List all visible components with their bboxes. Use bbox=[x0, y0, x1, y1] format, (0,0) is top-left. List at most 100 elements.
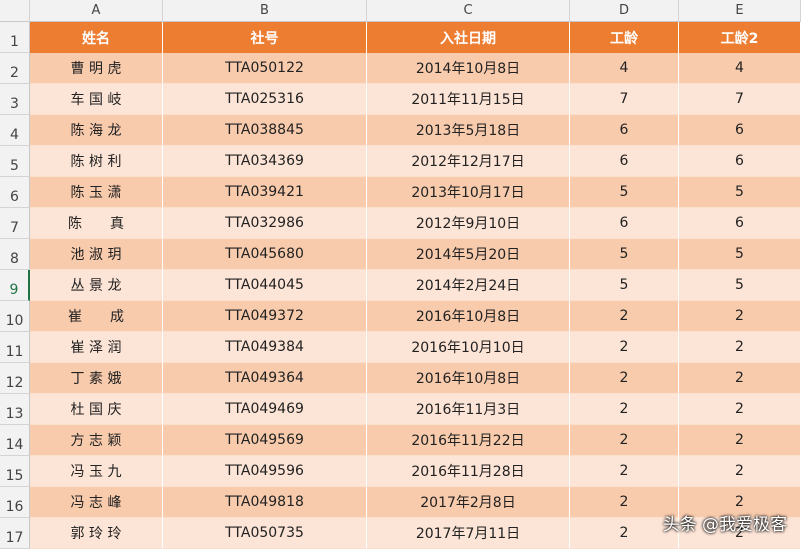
table-cell[interactable]: 2 bbox=[570, 518, 679, 549]
table-cell[interactable]: 2 bbox=[679, 332, 801, 363]
column-header[interactable]: C bbox=[367, 0, 570, 22]
table-cell[interactable]: 2 bbox=[570, 425, 679, 456]
row-header[interactable]: 9 bbox=[0, 270, 30, 301]
table-cell[interactable]: TTA049384 bbox=[163, 332, 367, 363]
table-cell[interactable]: TTA034369 bbox=[163, 146, 367, 177]
row-header[interactable]: 17 bbox=[0, 518, 30, 549]
header-cell[interactable]: 工龄2 bbox=[679, 22, 801, 53]
table-cell[interactable]: TTA049569 bbox=[163, 425, 367, 456]
table-cell[interactable]: 2017年7月11日 bbox=[367, 518, 570, 549]
table-cell[interactable]: 6 bbox=[570, 115, 679, 146]
row-header[interactable]: 12 bbox=[0, 363, 30, 394]
table-cell[interactable]: 崔 泽 润 bbox=[30, 332, 163, 363]
table-cell[interactable]: 2 bbox=[679, 363, 801, 394]
row-header[interactable]: 13 bbox=[0, 394, 30, 425]
table-cell[interactable]: 2 bbox=[679, 394, 801, 425]
table-cell[interactable]: TTA049818 bbox=[163, 487, 367, 518]
table-cell[interactable]: 2 bbox=[570, 456, 679, 487]
table-cell[interactable]: 2016年10月10日 bbox=[367, 332, 570, 363]
row-header[interactable]: 11 bbox=[0, 332, 30, 363]
table-cell[interactable]: 5 bbox=[570, 177, 679, 208]
table-cell[interactable]: TTA032986 bbox=[163, 208, 367, 239]
table-cell[interactable]: 冯 志 峰 bbox=[30, 487, 163, 518]
table-cell[interactable]: TTA049596 bbox=[163, 456, 367, 487]
row-header[interactable]: 14 bbox=[0, 425, 30, 456]
table-cell[interactable]: 2014年5月20日 bbox=[367, 239, 570, 270]
table-cell[interactable]: 2 bbox=[570, 363, 679, 394]
table-cell[interactable]: 丛 景 龙 bbox=[30, 270, 163, 301]
table-cell[interactable]: TTA039421 bbox=[163, 177, 367, 208]
table-cell[interactable]: 2 bbox=[570, 487, 679, 518]
column-header[interactable]: B bbox=[163, 0, 367, 22]
header-cell[interactable]: 社号 bbox=[163, 22, 367, 53]
row-header[interactable]: 1 bbox=[0, 22, 30, 53]
table-cell[interactable]: 2 bbox=[679, 425, 801, 456]
table-cell[interactable]: TTA025316 bbox=[163, 84, 367, 115]
table-cell[interactable]: TTA044045 bbox=[163, 270, 367, 301]
column-header[interactable]: E bbox=[679, 0, 801, 22]
table-cell[interactable]: 杜 国 庆 bbox=[30, 394, 163, 425]
column-header[interactable]: D bbox=[570, 0, 679, 22]
table-cell[interactable]: 6 bbox=[570, 208, 679, 239]
row-header[interactable]: 7 bbox=[0, 208, 30, 239]
table-cell[interactable]: 2012年12月17日 bbox=[367, 146, 570, 177]
table-cell[interactable]: 崔 成 bbox=[30, 301, 163, 332]
table-cell[interactable]: 6 bbox=[679, 146, 801, 177]
table-cell[interactable]: 2011年11月15日 bbox=[367, 84, 570, 115]
table-cell[interactable]: 陈 真 bbox=[30, 208, 163, 239]
row-header[interactable]: 6 bbox=[0, 177, 30, 208]
table-cell[interactable]: 2 bbox=[570, 301, 679, 332]
row-header[interactable]: 16 bbox=[0, 487, 30, 518]
table-cell[interactable]: 2017年2月8日 bbox=[367, 487, 570, 518]
table-cell[interactable]: 2 bbox=[679, 518, 801, 549]
table-cell[interactable]: 7 bbox=[570, 84, 679, 115]
table-cell[interactable]: 2 bbox=[570, 394, 679, 425]
table-cell[interactable]: 2016年11月3日 bbox=[367, 394, 570, 425]
table-cell[interactable]: 2 bbox=[679, 301, 801, 332]
table-cell[interactable]: TTA049372 bbox=[163, 301, 367, 332]
table-cell[interactable]: 2016年10月8日 bbox=[367, 301, 570, 332]
table-cell[interactable]: 2014年10月8日 bbox=[367, 53, 570, 84]
row-header[interactable]: 2 bbox=[0, 53, 30, 84]
table-cell[interactable]: 2 bbox=[679, 456, 801, 487]
table-cell[interactable]: TTA050735 bbox=[163, 518, 367, 549]
table-cell[interactable]: TTA050122 bbox=[163, 53, 367, 84]
table-cell[interactable]: 6 bbox=[679, 208, 801, 239]
table-cell[interactable]: TTA049364 bbox=[163, 363, 367, 394]
row-header[interactable]: 10 bbox=[0, 301, 30, 332]
table-cell[interactable]: 陈 树 利 bbox=[30, 146, 163, 177]
table-cell[interactable]: TTA049469 bbox=[163, 394, 367, 425]
row-header[interactable]: 4 bbox=[0, 115, 30, 146]
table-cell[interactable]: 5 bbox=[570, 239, 679, 270]
table-cell[interactable]: 4 bbox=[679, 53, 801, 84]
table-cell[interactable]: 车 国 岐 bbox=[30, 84, 163, 115]
header-cell[interactable]: 入社日期 bbox=[367, 22, 570, 53]
table-cell[interactable]: 2016年11月28日 bbox=[367, 456, 570, 487]
table-cell[interactable]: 丁 素 娥 bbox=[30, 363, 163, 394]
table-cell[interactable]: 6 bbox=[679, 115, 801, 146]
table-cell[interactable]: TTA045680 bbox=[163, 239, 367, 270]
table-cell[interactable]: 曹 明 虎 bbox=[30, 53, 163, 84]
table-cell[interactable]: 2012年9月10日 bbox=[367, 208, 570, 239]
table-cell[interactable]: 4 bbox=[570, 53, 679, 84]
table-cell[interactable]: 郭 玲 玲 bbox=[30, 518, 163, 549]
table-cell[interactable]: 陈 海 龙 bbox=[30, 115, 163, 146]
table-cell[interactable]: 5 bbox=[679, 239, 801, 270]
header-cell[interactable]: 工龄 bbox=[570, 22, 679, 53]
table-cell[interactable]: 5 bbox=[570, 270, 679, 301]
table-cell[interactable]: 池 淑 玥 bbox=[30, 239, 163, 270]
table-cell[interactable]: 冯 玉 九 bbox=[30, 456, 163, 487]
table-cell[interactable]: TTA038845 bbox=[163, 115, 367, 146]
table-cell[interactable]: 2016年11月22日 bbox=[367, 425, 570, 456]
table-cell[interactable]: 陈 玉 潇 bbox=[30, 177, 163, 208]
table-cell[interactable]: 6 bbox=[570, 146, 679, 177]
row-header[interactable]: 3 bbox=[0, 84, 30, 115]
table-cell[interactable]: 2013年10月17日 bbox=[367, 177, 570, 208]
table-cell[interactable]: 5 bbox=[679, 270, 801, 301]
row-header[interactable]: 5 bbox=[0, 146, 30, 177]
corner[interactable] bbox=[0, 0, 30, 22]
column-header[interactable]: A bbox=[30, 0, 163, 22]
table-cell[interactable]: 2013年5月18日 bbox=[367, 115, 570, 146]
table-cell[interactable]: 5 bbox=[679, 177, 801, 208]
table-cell[interactable]: 2016年10月8日 bbox=[367, 363, 570, 394]
